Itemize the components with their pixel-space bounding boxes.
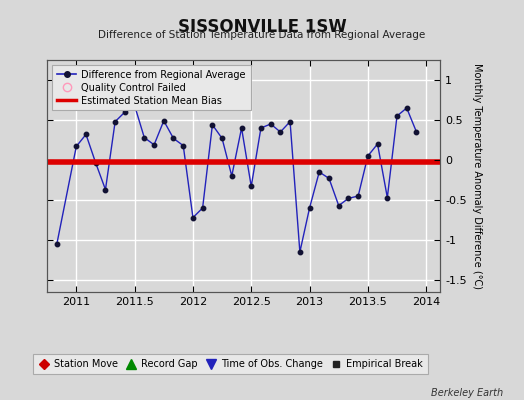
Legend: Station Move, Record Gap, Time of Obs. Change, Empirical Break: Station Move, Record Gap, Time of Obs. C… [34,354,428,374]
Text: Berkeley Earth: Berkeley Earth [431,388,503,398]
Legend: Difference from Regional Average, Quality Control Failed, Estimated Station Mean: Difference from Regional Average, Qualit… [52,65,250,110]
Y-axis label: Monthly Temperature Anomaly Difference (°C): Monthly Temperature Anomaly Difference (… [472,63,482,289]
Text: Difference of Station Temperature Data from Regional Average: Difference of Station Temperature Data f… [99,30,425,40]
Text: SISSONVILLE 1SW: SISSONVILLE 1SW [178,18,346,36]
